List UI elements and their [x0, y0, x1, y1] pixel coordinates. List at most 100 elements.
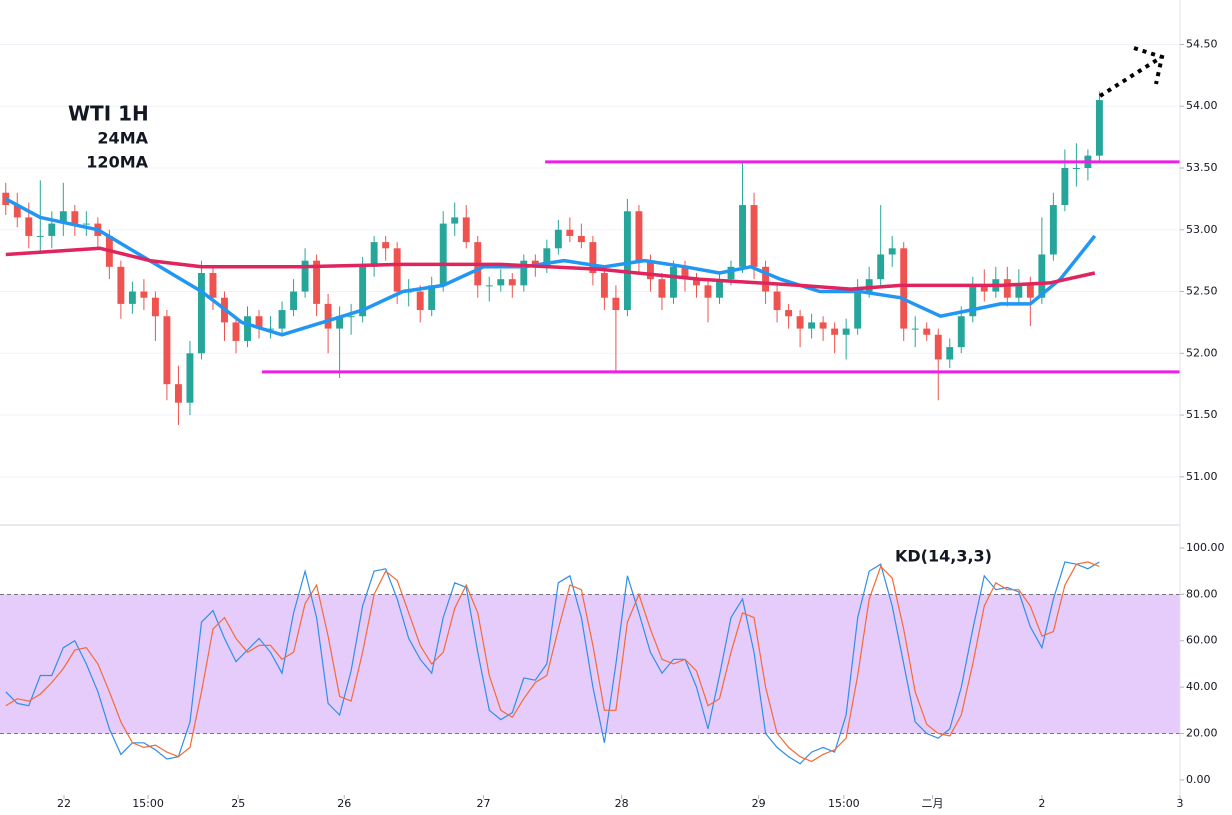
candle-body: [865, 279, 873, 292]
x-tick-label: 25: [231, 797, 245, 810]
kd-line: [5, 561, 1100, 765]
arrow-annotation: [1098, 46, 1165, 98]
candle-body: [612, 297, 620, 311]
candle-body: [416, 291, 424, 311]
kd-line: [5, 561, 1100, 763]
overbought-oversold-band: [0, 594, 1180, 734]
candle-body: [1061, 168, 1069, 206]
candle-body: [704, 285, 712, 298]
x-tick-label: 26: [337, 797, 351, 810]
candle-body: [543, 248, 551, 267]
candle-body: [819, 322, 827, 329]
candle-body: [796, 316, 804, 329]
candle-body: [670, 266, 677, 298]
candle-body: [336, 316, 344, 329]
candle-body: [232, 322, 240, 341]
candle-body: [301, 260, 309, 292]
candle-body: [1049, 205, 1057, 255]
candle-body: [359, 266, 367, 317]
candle-body: [969, 285, 977, 317]
candle-body: [428, 285, 436, 311]
candle-body: [117, 266, 125, 304]
candle-body: [923, 328, 931, 335]
candle-body: [808, 322, 816, 329]
x-tick-label: 27: [477, 797, 491, 810]
y-tick-label: 0.00: [1186, 773, 1211, 786]
candle-body: [785, 310, 793, 317]
candle-body: [831, 328, 839, 335]
candle-body: [1015, 285, 1023, 298]
candle-body: [577, 235, 585, 243]
y-tick-label: 52.00: [1186, 346, 1218, 359]
candle-body: [1026, 285, 1034, 298]
candle-body: [946, 347, 954, 360]
x-tick-label: 15:00: [828, 797, 860, 810]
y-tick-label: 53.00: [1186, 223, 1218, 236]
candle-body: [508, 279, 516, 286]
legend-entry: 24MA: [97, 129, 148, 148]
candle-body: [128, 291, 136, 304]
candle-body: [635, 211, 643, 261]
candle-body: [36, 235, 44, 237]
candle-body: [842, 328, 850, 335]
candle-body: [497, 279, 505, 286]
plot-layer: [0, 43, 1180, 765]
x-tick-label: 3: [1177, 797, 1184, 810]
x-tick-label: 28: [615, 797, 629, 810]
candle-body: [382, 242, 390, 249]
candle-body: [739, 205, 746, 267]
y-tick-label: 53.50: [1186, 161, 1218, 174]
ma-line: [5, 246, 1096, 291]
y-tick-label: 51.50: [1186, 408, 1218, 421]
arrow-shaft: [1098, 56, 1162, 98]
candle-body: [140, 291, 148, 298]
y-tick-label: 54.50: [1186, 37, 1218, 50]
candle-body: [174, 384, 182, 403]
candle-body: [727, 266, 735, 280]
candle-body: [716, 279, 723, 298]
candle-body: [750, 205, 758, 267]
legend-entry: 120MA: [86, 153, 148, 172]
candle-body: [451, 217, 459, 224]
y-tick-label: 40.00: [1186, 680, 1218, 693]
arrow-head: [1133, 46, 1165, 85]
candle-body: [762, 266, 770, 292]
indicator-title: KD(14,3,3): [895, 547, 992, 566]
candle-body: [370, 242, 378, 267]
candle-body: [25, 217, 33, 236]
candle-body: [485, 285, 493, 287]
candle-body: [278, 310, 286, 329]
candle-body: [877, 254, 885, 280]
candle-body: [439, 223, 447, 286]
candle-body: [186, 353, 194, 403]
y-tick-label: 20.00: [1186, 727, 1218, 740]
y-tick-label: 80.00: [1186, 587, 1218, 600]
candle-body: [48, 223, 56, 236]
x-tick-label: 22: [57, 797, 71, 810]
candle-body: [911, 328, 919, 330]
candle-body: [82, 223, 90, 225]
y-tick-label: 54.00: [1186, 99, 1218, 112]
candle-body: [324, 303, 332, 329]
candle-body: [13, 205, 21, 218]
candle-body: [646, 260, 654, 280]
candle-body: [600, 273, 608, 298]
candle-body: [462, 217, 470, 243]
y-tick-label: 100.00: [1186, 541, 1225, 554]
y-tick-label: 52.50: [1186, 285, 1218, 298]
candle-body: [900, 248, 908, 329]
y-tick-label: 60.00: [1186, 634, 1218, 647]
candle-body: [589, 242, 597, 273]
candle-body: [244, 316, 251, 341]
ma-line: [4, 197, 1097, 337]
candle-body: [198, 273, 205, 354]
candle-body: [681, 266, 689, 280]
candle-body: [393, 248, 401, 292]
candle-body: [163, 316, 171, 385]
candle-body: [71, 211, 79, 224]
candle-body: [888, 248, 896, 255]
candle-body: [1038, 254, 1046, 298]
x-tick-label: 29: [752, 797, 766, 810]
x-tick-label: 15:00: [132, 797, 164, 810]
